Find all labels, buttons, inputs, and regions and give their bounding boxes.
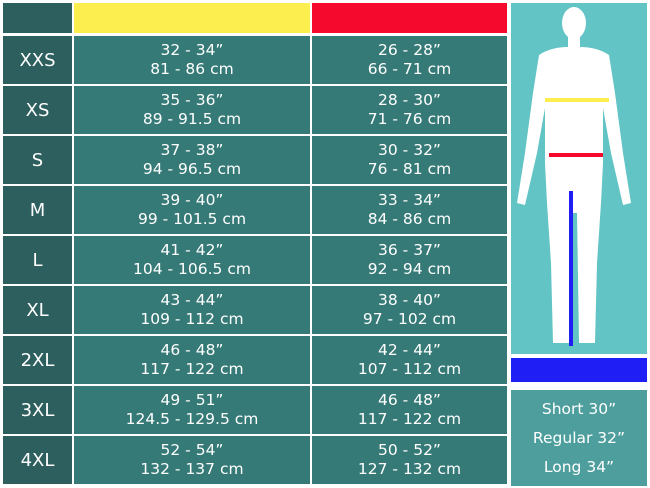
chest-cell: 37 - 38” 94 - 96.5 cm — [74, 136, 310, 184]
waist-inches: 46 - 48” — [378, 391, 441, 409]
chest-cell: 35 - 36” 89 - 91.5 cm — [74, 86, 310, 134]
waist-cell: 26 - 28” 66 - 71 cm — [312, 36, 507, 84]
waist-cell: 38 - 40” 97 - 102 cm — [312, 286, 507, 334]
inseam-color-bar — [511, 358, 647, 382]
chest-inches: 52 - 54” — [160, 441, 224, 459]
chest-cell: 49 - 51” 124.5 - 129.5 cm — [74, 386, 310, 434]
waist-inches: 50 - 52” — [378, 441, 441, 459]
waist-inches: 36 - 37” — [378, 241, 441, 259]
chest-cell: 39 - 40” 99 - 101.5 cm — [74, 186, 310, 234]
chest-cm: 109 - 112 cm — [140, 310, 244, 328]
size-label: 4XL — [3, 436, 72, 484]
waist-inches: 42 - 44” — [378, 341, 441, 359]
header-corner — [3, 3, 72, 33]
chest-header-swatch — [74, 3, 310, 33]
size-label: XXS — [3, 36, 72, 84]
chest-inches: 46 - 48” — [160, 341, 224, 359]
inseam-long: Long 34” — [543, 458, 615, 477]
size-label: 2XL — [3, 336, 72, 384]
chest-cm: 81 - 86 cm — [150, 60, 234, 78]
waist-cell: 33 - 34” 84 - 86 cm — [312, 186, 507, 234]
chest-inches: 39 - 40” — [160, 191, 224, 209]
chest-cell: 43 - 44” 109 - 112 cm — [74, 286, 310, 334]
waist-inches: 26 - 28” — [378, 41, 441, 59]
chest-cm: 89 - 91.5 cm — [142, 110, 242, 128]
waist-cm: 76 - 81 cm — [367, 160, 452, 178]
waist-inches: 28 - 30” — [378, 91, 441, 109]
waist-cell: 30 - 32” 76 - 81 cm — [312, 136, 507, 184]
waist-cell: 36 - 37” 92 - 94 cm — [312, 236, 507, 284]
chest-inches: 49 - 51” — [160, 391, 224, 409]
chest-cell: 46 - 48” 117 - 122 cm — [74, 336, 310, 384]
waist-cm: 127 - 132 cm — [357, 460, 462, 478]
waist-cell: 42 - 44” 107 - 112 cm — [312, 336, 507, 384]
chest-cm: 132 - 137 cm — [140, 460, 244, 478]
chest-inches: 43 - 44” — [160, 291, 224, 309]
chest-cm: 124.5 - 129.5 cm — [125, 410, 259, 428]
chest-cm: 99 - 101.5 cm — [137, 210, 247, 228]
waist-cm: 117 - 122 cm — [357, 410, 462, 428]
waist-inches: 33 - 34” — [378, 191, 441, 209]
waist-header-swatch — [312, 3, 507, 33]
waist-cm: 92 - 94 cm — [367, 260, 452, 278]
chest-cell: 52 - 54” 132 - 137 cm — [74, 436, 310, 484]
chest-inches: 32 - 34” — [160, 41, 224, 59]
waist-cell: 28 - 30” 71 - 76 cm — [312, 86, 507, 134]
chest-cell: 41 - 42” 104 - 106.5 cm — [74, 236, 310, 284]
waist-cm: 107 - 112 cm — [357, 360, 462, 378]
size-label: XL — [3, 286, 72, 334]
inseam-regular: Regular 32” — [532, 428, 626, 447]
waist-cm: 84 - 86 cm — [367, 210, 452, 228]
inseam-short: Short 30” — [541, 399, 617, 418]
chest-inches: 37 - 38” — [160, 141, 224, 159]
size-label: 3XL — [3, 386, 72, 434]
body-figure-icon — [517, 7, 631, 346]
chest-inches: 35 - 36” — [160, 91, 224, 109]
chest-cm: 94 - 96.5 cm — [142, 160, 242, 178]
waist-cm: 97 - 102 cm — [362, 310, 457, 328]
size-label: L — [3, 236, 72, 284]
inseam-lengths: Short 30” Regular 32” Long 34” — [511, 390, 647, 486]
body-figure-panel — [511, 3, 647, 354]
chest-inches: 41 - 42” — [160, 241, 224, 259]
chest-cm: 104 - 106.5 cm — [133, 260, 251, 278]
chest-cm: 117 - 122 cm — [140, 360, 244, 378]
size-label: XS — [3, 86, 72, 134]
waist-inches: 30 - 32” — [378, 141, 441, 159]
chest-cell: 32 - 34” 81 - 86 cm — [74, 36, 310, 84]
waist-cm: 66 - 71 cm — [367, 60, 452, 78]
size-label: S — [3, 136, 72, 184]
waist-cell: 46 - 48” 117 - 122 cm — [312, 386, 507, 434]
waist-cell: 50 - 52” 127 - 132 cm — [312, 436, 507, 484]
waist-inches: 38 - 40” — [378, 291, 441, 309]
waist-cm: 71 - 76 cm — [367, 110, 452, 128]
size-label: M — [3, 186, 72, 234]
